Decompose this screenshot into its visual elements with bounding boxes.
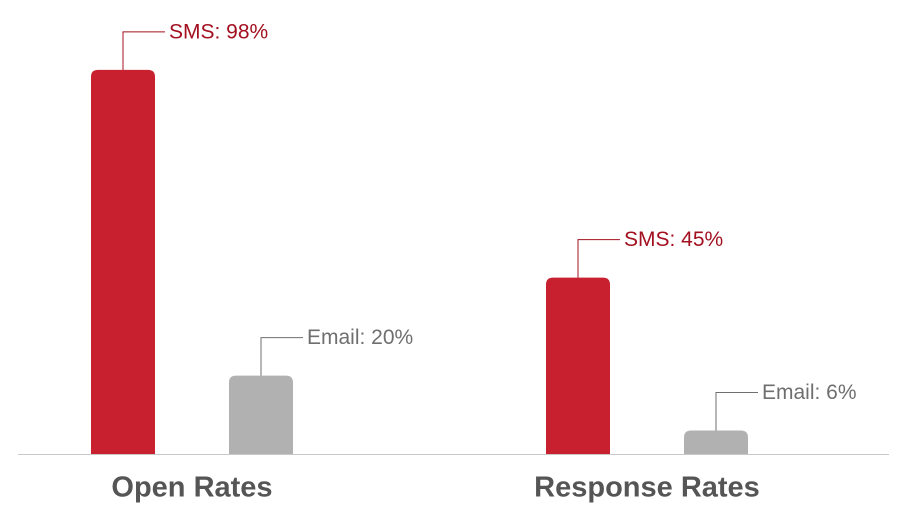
value-label: SMS: 98% [169,20,268,43]
leader-line [715,391,758,431]
category-label: Open Rates [111,472,272,504]
bar [546,277,610,454]
bar [229,375,293,454]
leader-line [260,337,303,376]
value-label: SMS: 45% [624,228,723,251]
leader-line [577,239,620,278]
value-label: Email: 6% [762,381,857,404]
value-label: Email: 20% [307,326,413,349]
category-label: Response Rates [534,472,760,504]
leader-line [122,31,165,70]
bar [91,69,155,454]
bar [684,430,748,454]
